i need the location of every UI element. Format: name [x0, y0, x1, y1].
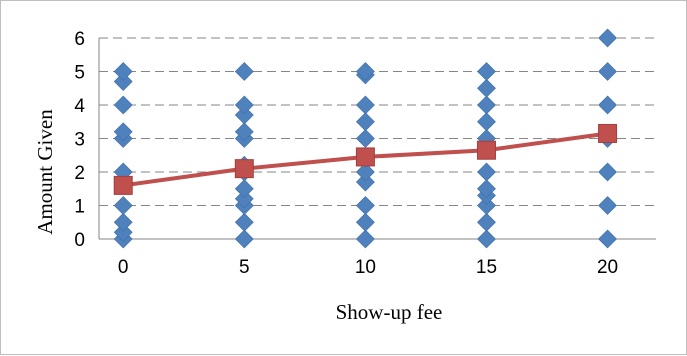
x-tick-label: 10: [355, 257, 376, 278]
scatter-point: [477, 95, 496, 115]
scatter-point: [234, 189, 254, 209]
scatter-point: [477, 78, 496, 98]
scatter-point: [598, 28, 617, 48]
scatter-point: [598, 62, 617, 81]
x-axis-title: Show-up fee: [336, 300, 443, 324]
scatter-point: [113, 62, 133, 81]
scatter-point: [355, 129, 375, 148]
y-tick-label: 5: [74, 63, 85, 84]
y-tick-label: 3: [74, 130, 85, 151]
mean-marker: [476, 140, 496, 160]
scatter-point: [234, 229, 254, 249]
scatter-point: [477, 112, 496, 132]
scatter-point: [355, 95, 375, 115]
x-tick-label: 5: [239, 257, 250, 278]
scatter-point: [234, 179, 254, 199]
scatter-point: [355, 162, 375, 182]
x-tick-label: 20: [597, 257, 618, 278]
scatter-point: [477, 179, 496, 199]
scatter-point: [598, 162, 617, 182]
scatter-point: [113, 212, 133, 232]
scatter-point: [477, 196, 496, 215]
scatter-point: [355, 212, 375, 232]
scatter-point: [113, 222, 133, 242]
x-tick-label: 0: [118, 257, 129, 278]
y-tick-label: 1: [74, 197, 85, 218]
scatter-point: [355, 62, 375, 81]
mean-marker: [234, 159, 254, 179]
y-tick-label: 4: [74, 96, 85, 117]
scatter-point: [477, 212, 496, 232]
scatter-point: [477, 162, 496, 182]
mean-line-series: [113, 123, 618, 195]
mean-marker: [598, 123, 618, 143]
scatter-point: [113, 95, 133, 115]
scatter-point: [598, 229, 617, 249]
axes: [98, 38, 656, 240]
tick-labels: 0 1 2 3 4 5 6 0 5 10 15 20: [74, 29, 618, 278]
scatter-point: [598, 95, 617, 115]
scatter-point: [234, 95, 254, 115]
scatter-point: [234, 212, 254, 232]
scatter-point: [234, 62, 254, 81]
y-axis-title: Amount Given: [33, 109, 57, 235]
scatter-point: [598, 196, 617, 215]
gridlines: [99, 37, 656, 206]
y-tick-label: 6: [74, 29, 85, 50]
mean-marker: [113, 175, 133, 195]
y-tick-label: 2: [74, 163, 85, 184]
scatter-point: [234, 122, 254, 142]
mean-marker: [355, 147, 375, 167]
y-tick-label: 0: [74, 230, 85, 251]
x-tick-label: 15: [476, 257, 497, 278]
scatter-point: [355, 172, 375, 192]
scatter-point: [113, 122, 133, 142]
scatter-point: [355, 229, 375, 249]
scatter-point: [113, 196, 133, 215]
scatter-point: [355, 112, 375, 132]
scatter-point: [234, 105, 254, 125]
scatter-point: [113, 72, 133, 91]
scatter-point: [477, 62, 496, 81]
data-points: [113, 28, 617, 249]
scatter-point: [355, 196, 375, 215]
scatter-point: [477, 229, 496, 249]
